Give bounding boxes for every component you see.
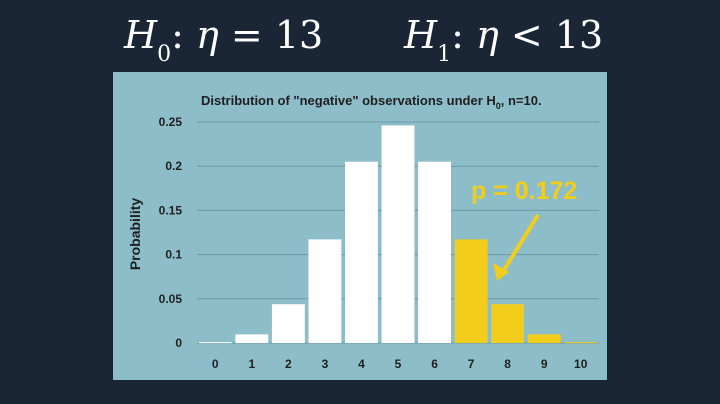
x-tick-label: 9 xyxy=(541,357,548,371)
p-value-annotation: p = 0.172 xyxy=(471,177,577,281)
p-value-arrow-shaft xyxy=(502,213,540,272)
chart-panel: Distribution of "negative" observations … xyxy=(113,72,607,380)
bar-6 xyxy=(418,161,451,343)
h1-subscript: 1 xyxy=(437,41,452,67)
h0-value: 13 xyxy=(274,13,324,57)
y-axis-label: Probability xyxy=(127,198,143,271)
x-tick-label: 0 xyxy=(212,357,219,371)
probability-bar-chart: Distribution of "negative" observations … xyxy=(127,93,599,371)
y-tick-label: 0.25 xyxy=(159,115,183,129)
y-tick-label: 0 xyxy=(175,336,182,350)
x-tick-label: 2 xyxy=(285,357,292,371)
h1-relation: < xyxy=(510,13,543,57)
chart-title-main: Distribution of "negative" observations … xyxy=(201,93,496,108)
bar-3 xyxy=(308,239,342,343)
y-axis-ticks: 0 0.05 0.1 0.15 0.2 0.25 xyxy=(159,115,183,350)
x-tick-label: 4 xyxy=(358,357,365,371)
alternative-hypothesis: H1: η < 13 xyxy=(404,13,604,67)
chart-title: Distribution of "negative" observations … xyxy=(201,93,542,111)
h1-value: 13 xyxy=(554,13,604,57)
p-value-label: p = 0.172 xyxy=(471,177,577,205)
h0-symbol: H xyxy=(124,13,158,57)
null-hypothesis: H0: η = 13 xyxy=(124,13,324,67)
x-tick-label: 8 xyxy=(504,357,511,371)
bar-1 xyxy=(235,334,269,343)
bar-9 xyxy=(527,334,561,343)
bar-2 xyxy=(271,304,305,343)
h1-param: η xyxy=(476,13,499,57)
x-tick-label: 1 xyxy=(248,357,255,371)
y-tick-label: 0.05 xyxy=(159,292,183,306)
bar-8 xyxy=(491,304,525,343)
y-tick-label: 0.1 xyxy=(165,248,182,262)
bars xyxy=(198,125,598,344)
x-axis-ticks: 0 1 2 3 4 5 6 7 8 9 10 xyxy=(212,357,588,371)
y-tick-label: 0.2 xyxy=(165,159,182,173)
x-tick-label: 3 xyxy=(322,357,329,371)
h0-relation: = xyxy=(230,13,263,57)
bar-5 xyxy=(381,125,415,343)
h1-symbol: H xyxy=(404,13,438,57)
x-tick-label: 10 xyxy=(574,357,588,371)
x-tick-label: 5 xyxy=(395,357,402,371)
bar-7 xyxy=(454,239,488,343)
x-tick-label: 6 xyxy=(431,357,438,371)
chart-title-tail: , n=10. xyxy=(501,93,542,108)
chart-title-subscript: 0 xyxy=(496,101,501,111)
bar-0 xyxy=(198,342,232,344)
h0-param: η xyxy=(196,13,219,57)
p-value-arrow-head xyxy=(493,263,509,281)
y-tick-label: 0.15 xyxy=(159,203,183,217)
bar-4 xyxy=(345,161,378,343)
h0-subscript: 0 xyxy=(157,41,172,67)
x-tick-label: 7 xyxy=(468,357,475,371)
bar-10 xyxy=(564,342,598,344)
